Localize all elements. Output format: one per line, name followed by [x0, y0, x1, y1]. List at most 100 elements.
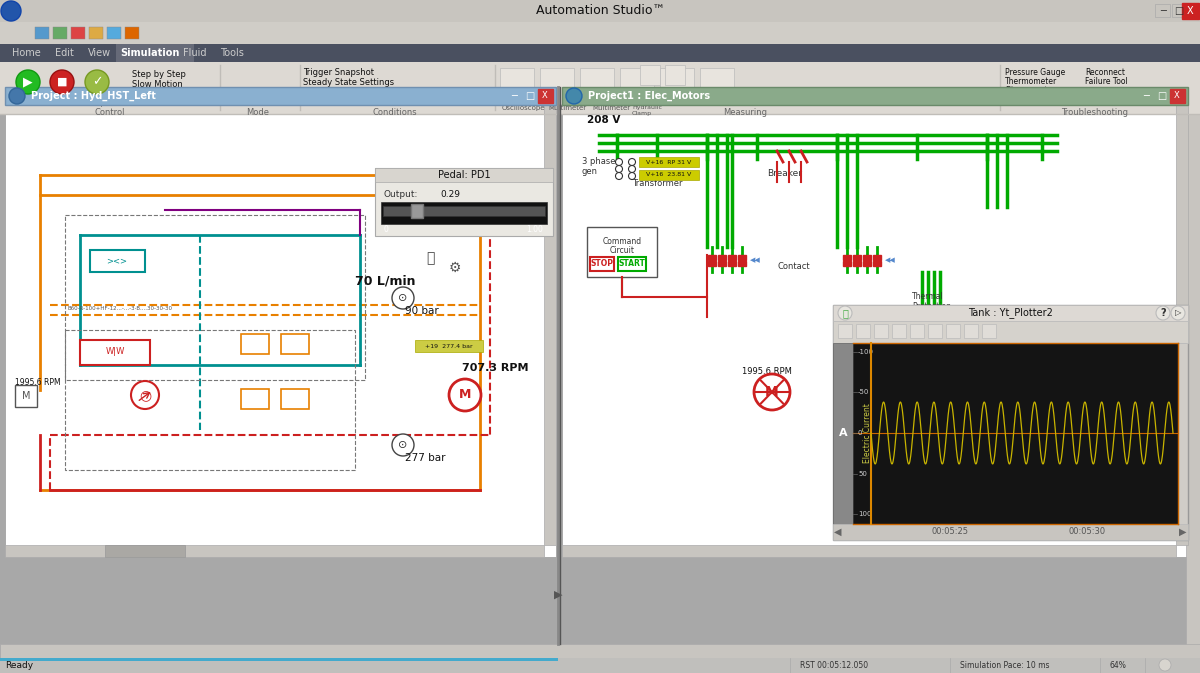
Text: Measuring: Measuring — [722, 108, 767, 117]
Bar — [982, 324, 996, 338]
Text: Stop
Simulation: Stop Simulation — [47, 96, 77, 107]
Bar — [874, 255, 881, 260]
Text: 208 V: 208 V — [587, 115, 620, 125]
Text: □: □ — [526, 91, 535, 101]
Text: Pressure Gauge: Pressure Gauge — [1006, 68, 1066, 77]
Text: Mode: Mode — [246, 108, 270, 117]
Text: Project : Hyd_HST_Left: Project : Hyd_HST_Left — [31, 91, 156, 101]
Bar — [842, 255, 851, 260]
Text: 00:05:25: 00:05:25 — [932, 528, 970, 536]
Text: Home: Home — [12, 48, 41, 58]
Bar — [590, 257, 614, 271]
Bar — [833, 321, 1188, 343]
Text: 64%: 64% — [1110, 660, 1127, 670]
Bar — [1182, 3, 1199, 19]
Text: ▶: ▶ — [23, 75, 32, 89]
Text: ⊙: ⊙ — [398, 293, 408, 303]
Bar — [1172, 4, 1187, 17]
Bar — [874, 261, 881, 266]
Bar — [728, 255, 736, 260]
Bar — [910, 324, 924, 338]
Bar — [587, 227, 658, 277]
Bar — [5, 545, 544, 557]
Text: Pause: Pause — [132, 90, 157, 99]
Bar — [538, 89, 553, 103]
Bar — [0, 0, 1200, 22]
Text: Oscilloscope: Oscilloscope — [502, 105, 546, 111]
Bar — [562, 545, 1176, 557]
Text: Multimeter: Multimeter — [592, 105, 630, 111]
Text: ▶: ▶ — [553, 590, 563, 600]
Bar — [1176, 105, 1188, 545]
Text: ✓: ✓ — [91, 75, 102, 89]
Text: Disconnect: Disconnect — [1006, 86, 1048, 95]
Bar — [116, 44, 194, 62]
Text: Automation Studio™: Automation Studio™ — [535, 5, 665, 17]
Bar — [241, 334, 269, 354]
Bar — [842, 261, 851, 266]
Text: RST 00:05:12.050: RST 00:05:12.050 — [800, 660, 868, 670]
Text: +19  277.4 bar: +19 277.4 bar — [425, 343, 473, 349]
Text: ◀◀: ◀◀ — [886, 257, 895, 263]
Text: Slow Motion: Slow Motion — [132, 80, 182, 89]
Text: ─: ─ — [1144, 91, 1148, 101]
Text: STOP: STOP — [590, 260, 613, 269]
Text: 0: 0 — [383, 225, 388, 234]
Bar — [562, 105, 1188, 557]
Text: Ready: Ready — [5, 660, 34, 670]
Text: Multimeter: Multimeter — [548, 105, 586, 111]
Circle shape — [10, 88, 25, 104]
Circle shape — [131, 381, 158, 409]
Text: Failure Tool: Failure Tool — [1085, 77, 1128, 86]
Bar — [964, 324, 978, 338]
Bar — [928, 324, 942, 338]
Text: ><>: ><> — [107, 256, 127, 266]
Text: 00:05:30: 00:05:30 — [1068, 528, 1105, 536]
Bar — [0, 658, 1200, 673]
Text: Troubleshooting: Troubleshooting — [1062, 108, 1128, 117]
Bar — [863, 255, 871, 260]
Text: Project1 : Elec_Motors: Project1 : Elec_Motors — [588, 91, 710, 101]
Text: ─: ─ — [511, 91, 517, 101]
Bar — [620, 68, 654, 104]
Text: Reconnect: Reconnect — [1085, 68, 1126, 77]
Text: M: M — [766, 385, 779, 399]
Bar — [281, 389, 310, 409]
Text: Simulation: Simulation — [120, 48, 179, 58]
Bar — [544, 105, 556, 545]
Bar — [660, 68, 694, 104]
Bar — [833, 343, 853, 524]
Bar — [738, 255, 746, 260]
Text: +15  400 bar: +15 400 bar — [389, 172, 430, 176]
Bar — [874, 324, 888, 338]
Bar — [838, 324, 852, 338]
Circle shape — [944, 374, 980, 410]
Text: Transformer: Transformer — [632, 179, 683, 188]
Text: 🔧: 🔧 — [426, 251, 434, 265]
Bar — [35, 27, 49, 39]
Bar — [14, 385, 37, 407]
Bar — [833, 305, 1188, 321]
Text: A: A — [839, 428, 847, 438]
Text: Open Path Detection Tool: Open Path Detection Tool — [302, 88, 409, 97]
Bar — [728, 261, 736, 266]
Circle shape — [616, 172, 623, 180]
Text: 707.3 RPM: 707.3 RPM — [462, 363, 528, 373]
Bar — [833, 305, 1188, 540]
Text: ⏻: ⏻ — [842, 308, 848, 318]
Bar — [415, 340, 482, 352]
Text: □: □ — [1175, 6, 1183, 16]
Text: Simulation
with Snapshot: Simulation with Snapshot — [77, 96, 116, 107]
Text: X: X — [542, 92, 548, 100]
Text: B60-R-100+HF-12...-...-3-B....30-30-30: B60-R-100+HF-12...-...-3-B....30-30-30 — [68, 306, 173, 311]
Text: 1995.6 RPM: 1995.6 RPM — [14, 378, 61, 387]
Text: 1.00: 1.00 — [526, 225, 542, 234]
Bar — [281, 334, 310, 354]
Text: M: M — [458, 388, 472, 402]
Bar — [640, 170, 698, 180]
Circle shape — [754, 374, 790, 410]
Text: 70 L/min: 70 L/min — [355, 275, 415, 288]
Text: 100: 100 — [858, 511, 871, 518]
Circle shape — [449, 379, 481, 411]
Text: Contact: Contact — [778, 262, 810, 271]
